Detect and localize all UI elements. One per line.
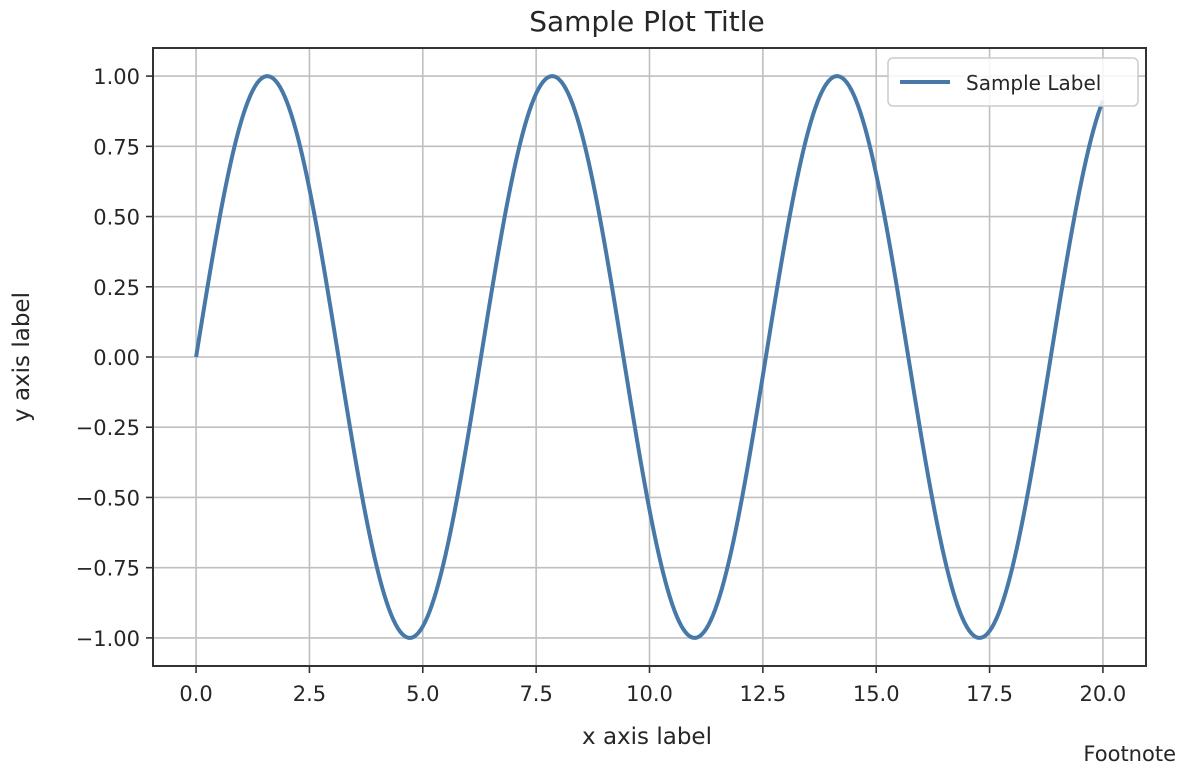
y-tick-label: −0.25 — [76, 416, 140, 440]
x-tick-label: 12.5 — [739, 682, 786, 706]
legend: Sample Label — [887, 57, 1139, 107]
x-axis-label: x axis label — [582, 724, 712, 750]
y-tick-label: 1.00 — [93, 65, 140, 89]
y-tick-label: −0.75 — [76, 557, 140, 581]
series-line-0 — [194, 74, 1105, 640]
y-tick-label: −0.50 — [76, 486, 140, 510]
x-tick-label: 2.5 — [293, 682, 326, 706]
grid-lines — [153, 48, 1146, 666]
legend-box — [887, 57, 1139, 107]
series-layer — [194, 74, 1105, 640]
y-tick-label: −1.00 — [76, 627, 140, 651]
x-tick-label: 5.0 — [406, 682, 439, 706]
x-ticks: 0.0 2.5 5.0 7.5 10.0 12.5 15.0 17.5 20.0 — [179, 666, 1126, 706]
x-tick-label: 0.0 — [179, 682, 212, 706]
y-tick-label: 0.75 — [93, 135, 140, 159]
x-tick-label: 20.0 — [1080, 682, 1127, 706]
x-tick-label: 17.5 — [966, 682, 1013, 706]
y-ticks: 1.00 0.75 0.50 0.25 0.00 −0.25 −0.50 −0.75 −1.00 — [76, 65, 153, 651]
x-tick-label: 15.0 — [853, 682, 900, 706]
x-tick-label: 10.0 — [626, 682, 673, 706]
x-tick-label: 7.5 — [519, 682, 552, 706]
footnote: Footnote — [1083, 742, 1176, 766]
y-tick-label: 0.50 — [93, 206, 140, 230]
y-tick-label: 0.00 — [93, 346, 140, 370]
y-axis-label: y axis label — [9, 292, 35, 422]
legend-label: Sample Label — [966, 71, 1101, 95]
chart-title: Sample Plot Title — [529, 5, 765, 38]
y-tick-label: 0.25 — [93, 276, 140, 300]
